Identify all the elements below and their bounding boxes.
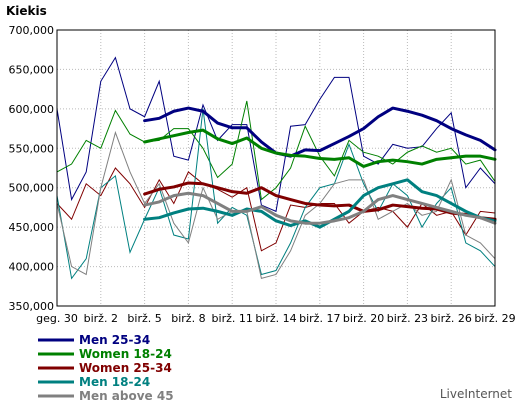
x-tick-label-0: geg. 30 (36, 312, 78, 325)
legend-label-1: Women 18-24 (79, 347, 172, 361)
series-line-1 (56, 100, 496, 201)
legend-label-3: Men 18-24 (79, 375, 150, 389)
x-tick-labels: geg. 30 birž. 2 birž. 5 birž. 8 birž. 11 birž… (36, 312, 516, 325)
grid-lines (56, 29, 496, 307)
plot-frame (56, 29, 496, 307)
series-average-line-0 (143, 106, 497, 158)
y-tick-label-7: 700,000 (9, 24, 55, 37)
y-tick-label-1: 400,000 (9, 261, 55, 274)
y-tick-label-2: 450,000 (9, 221, 55, 234)
series-line-4 (56, 130, 496, 280)
y-tick-label-5: 600,000 (9, 103, 55, 116)
credit-text: LiveInternet (440, 387, 512, 401)
x-tick-label-3: birž. 8 (171, 312, 205, 325)
x-tick-label-2: birž. 5 (127, 312, 161, 325)
x-tick-label-4: birž. 11 (212, 312, 253, 325)
y-tick-labels: 350,000 400,000 450,000 500,000 550,000 600,0… (9, 24, 55, 313)
legend-label-0: Men 25-34 (79, 333, 150, 347)
y-tick-label-0: 350,000 (9, 300, 55, 313)
y-tick-label-4: 550,000 (9, 142, 55, 155)
y-axis-label: Kiekis (6, 4, 47, 18)
series-average-line-3 (143, 178, 497, 229)
y-tick-label-3: 500,000 (9, 182, 55, 195)
x-tick-label-7: birž. 20 (343, 312, 384, 325)
x-tick-label-8: birž. 23 (387, 312, 428, 325)
legend-label-4: Men above 45 (79, 389, 174, 403)
x-tick-label-9: birž. 26 (431, 312, 472, 325)
y-tick-label-6: 650,000 (9, 63, 55, 76)
series-line-3 (56, 108, 496, 280)
series-average-line-1 (143, 128, 497, 168)
x-tick-label-6: birž. 17 (299, 312, 340, 325)
series-average-line-2 (143, 181, 497, 221)
x-tick-label-5: birž. 14 (255, 312, 296, 325)
x-tick-label-10: birž. 29 (474, 312, 515, 325)
legend-label-2: Women 25-34 (79, 361, 172, 375)
series-average-line-4 (143, 191, 497, 225)
series-lines (56, 56, 497, 280)
x-tick-label-1: birž. 2 (84, 312, 118, 325)
series-line-0 (56, 56, 496, 213)
